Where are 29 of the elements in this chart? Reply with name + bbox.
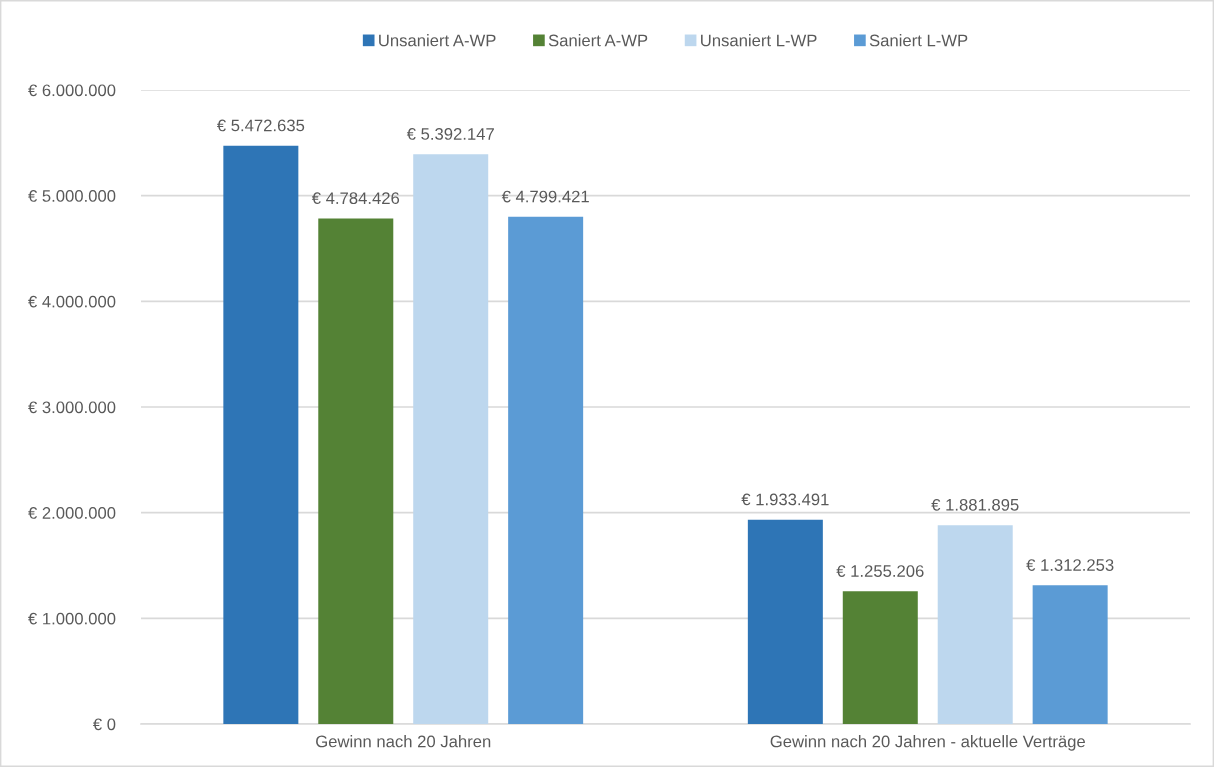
bar xyxy=(747,519,823,724)
data-label: € 4.784.426 xyxy=(311,192,400,205)
legend-label: Saniert A-WP xyxy=(548,34,648,47)
bar xyxy=(413,154,489,724)
y-tick-label: € 3.000.000 xyxy=(28,401,116,414)
bar xyxy=(842,591,918,724)
data-label: € 5.392.147 xyxy=(406,128,494,140)
legend-label: Unsaniert A-WP xyxy=(379,34,496,47)
y-tick-label: € 5.000.000 xyxy=(28,190,116,202)
data-label: € 5.472.635 xyxy=(216,119,305,132)
bar xyxy=(318,218,394,724)
bar xyxy=(223,145,299,724)
legend-label: Unsaniert L-WP xyxy=(701,34,817,47)
data-label: € 1.881.895 xyxy=(931,498,1019,511)
legend-label: Saniert L-WP xyxy=(869,34,968,47)
data-label: € 1.312.253 xyxy=(1026,559,1114,571)
bar xyxy=(508,216,584,724)
x-tick-label: Gewinn nach 20 Jahren - aktuelle Verträge xyxy=(770,735,1085,751)
y-tick-label: € 4.000.000 xyxy=(28,295,116,308)
y-tick-label: € 0 xyxy=(92,718,116,731)
data-label: € 4.799.421 xyxy=(501,190,589,203)
y-tick-label: € 6.000.000 xyxy=(28,84,116,97)
y-tick-label: € 2.000.000 xyxy=(28,507,116,519)
bar xyxy=(937,525,1013,724)
y-tick-label: € 1.000.000 xyxy=(28,612,116,625)
data-label: € 1.933.491 xyxy=(741,493,829,506)
data-label: € 1.255.206 xyxy=(836,565,924,577)
x-tick-label: Gewinn nach 20 Jahren xyxy=(316,735,491,748)
bar xyxy=(1032,585,1108,724)
